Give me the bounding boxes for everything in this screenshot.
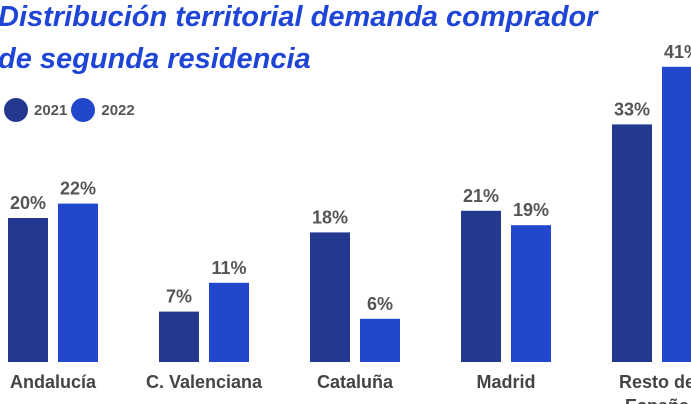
- data-label-2021: 33%: [614, 99, 650, 119]
- bar-2021: [461, 210, 501, 362]
- data-label-2022: 41%: [664, 42, 691, 62]
- category-label: C. Valenciana: [146, 372, 263, 392]
- bar-2021: [159, 311, 199, 362]
- data-label-2022: 11%: [211, 258, 246, 278]
- data-label-2022: 6%: [367, 294, 393, 314]
- bar-2022: [209, 282, 249, 362]
- chart-title-line-1: Distribución territorial demanda comprad…: [0, 1, 598, 33]
- chart-title-line-2: de segunda residencia: [0, 43, 311, 75]
- chart-title: Distribución territorial demanda comprad…: [0, 0, 597, 80]
- data-label-2021: 7%: [166, 287, 192, 307]
- legend-label-2022: 2022: [101, 101, 135, 119]
- bar-2022: [511, 225, 551, 362]
- legend-item-2022: 2022: [71, 98, 135, 122]
- data-label-2022: 22%: [60, 179, 96, 199]
- category-label: Cataluña: [317, 372, 394, 392]
- data-label-2021: 18%: [312, 207, 348, 227]
- data-label-2021: 20%: [10, 193, 46, 213]
- legend: 2021 2022: [4, 98, 139, 122]
- bar-2022: [360, 318, 400, 362]
- data-label-2021: 21%: [463, 186, 499, 206]
- bar-2021: [8, 218, 48, 362]
- category-label: Andalucía: [10, 372, 97, 392]
- legend-swatch-2021: [4, 98, 28, 122]
- bar-2021: [310, 232, 350, 362]
- legend-label-2021: 2021: [34, 101, 68, 119]
- bar-2022: [58, 203, 98, 362]
- bar-2021: [612, 124, 652, 363]
- legend-swatch-2022: [71, 98, 96, 122]
- category-label: España: [625, 396, 690, 404]
- data-label-2022: 19%: [513, 200, 549, 220]
- category-label: Resto de: [619, 372, 691, 392]
- category-label: Madrid: [476, 372, 535, 392]
- legend-item-2021: 2021: [4, 98, 67, 122]
- bar-2022: [662, 66, 691, 363]
